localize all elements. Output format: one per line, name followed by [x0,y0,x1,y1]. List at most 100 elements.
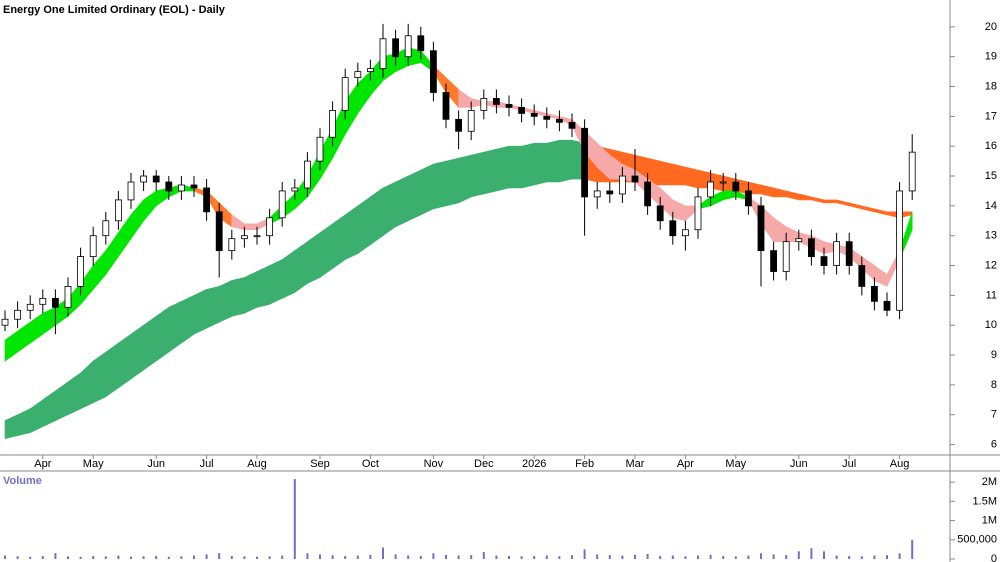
candle-body [228,238,236,252]
y-tick-label: 500,000 [957,534,997,546]
volume-bar [545,555,548,559]
volume-bar [760,553,762,559]
volume-bar [243,556,246,559]
x-tick-label: 2026 [522,458,546,470]
candle-body [52,297,59,308]
volume-bar [634,554,636,559]
x-tick-label: Jun [147,458,165,470]
candle-body [782,241,790,272]
volume-bar [734,556,737,559]
ribbon-segment [672,163,686,186]
candle-body [631,175,639,183]
candle-body [115,199,122,222]
volume-bar [445,554,447,559]
candle-body [858,265,866,287]
x-tick-label: Jul [842,458,856,470]
candle-body [240,235,248,240]
candle-body [543,115,551,120]
candle-body [429,50,437,93]
candle-body [530,112,538,117]
x-tick-label: May [725,458,746,470]
volume-bar [583,549,586,559]
x-tick-label: Mar [626,458,645,470]
volume-bar [772,554,775,559]
candle-body [89,235,97,257]
volume-bar [306,553,309,559]
ribbon-segment [269,259,283,305]
ribbon-segment [244,271,258,314]
volume-bar [797,551,800,559]
volume-bar [470,555,473,559]
candle-body [707,181,714,198]
volume-bar [810,548,813,559]
ribbon-segment [420,163,434,216]
ribbon-segment [193,288,207,335]
ribbon-segment [823,199,837,204]
x-tick-label: Jul [200,458,214,470]
y-tick-label: 13 [985,230,997,242]
volume-bar [230,555,233,559]
volume-bar [419,555,422,559]
candle-body [341,77,349,111]
ribbon-segment [521,142,535,189]
ribbon-segment [206,286,220,329]
ribbon-segment [559,139,573,183]
candle-body [908,151,916,192]
volume-bar [218,553,221,559]
candle-body [619,175,626,195]
candle-body [316,136,324,162]
ribbon-segment [256,265,270,308]
ribbon-segment [433,160,447,210]
y-tick-label: 17 [985,110,997,122]
x-tick-label: May [83,458,104,470]
ribbon-segment [483,148,497,195]
y-tick-label: 1.5M [973,495,997,507]
candle-body [64,286,72,308]
candle-body [303,160,311,189]
candle-body [278,190,286,219]
volume-bar [104,556,107,559]
candle-body [442,92,450,120]
ribbon-segment [92,351,107,404]
volume-bar [268,556,271,559]
y-tick-label: 0 [991,553,997,562]
candle-body [518,107,525,114]
volume-bar [482,552,485,559]
volume-bar [848,555,851,559]
volume-bar [508,555,510,559]
volume-bar [697,555,699,559]
y-tick-label: 6 [991,438,997,450]
volume-bar [407,555,410,559]
volume-bar [4,555,6,559]
x-tick-label: Oct [362,458,379,470]
volume-bar [533,555,536,559]
candle-body [39,297,47,305]
volume-bar [596,554,599,559]
y-tick-label: 10 [985,319,997,331]
x-tick-label: Apr [677,458,694,470]
candle-body [808,238,815,257]
y-tick-label: 20 [985,21,997,33]
volume-bar [432,553,435,559]
volume-bar [54,553,57,559]
volume-bar [29,556,32,559]
y-tick-label: 2M [982,476,997,488]
candle-body [417,35,425,52]
candle-body [177,184,185,192]
volume-bar [898,553,901,559]
candle-body [896,190,903,311]
candle-body [455,118,463,132]
ribbon-segment [307,232,321,284]
y-tick-label: 14 [985,200,997,212]
candle-body [266,217,274,237]
ribbon-segment [445,157,459,207]
y-tick-label: 12 [985,259,997,271]
ribbon-segment [659,160,674,186]
volume-bar [823,551,825,559]
candle-body [757,205,765,252]
volume-bar [256,556,258,559]
candle-body [77,256,84,287]
ribbon-segment [407,169,422,222]
candle-body [606,190,614,195]
volume-bar [130,556,132,559]
